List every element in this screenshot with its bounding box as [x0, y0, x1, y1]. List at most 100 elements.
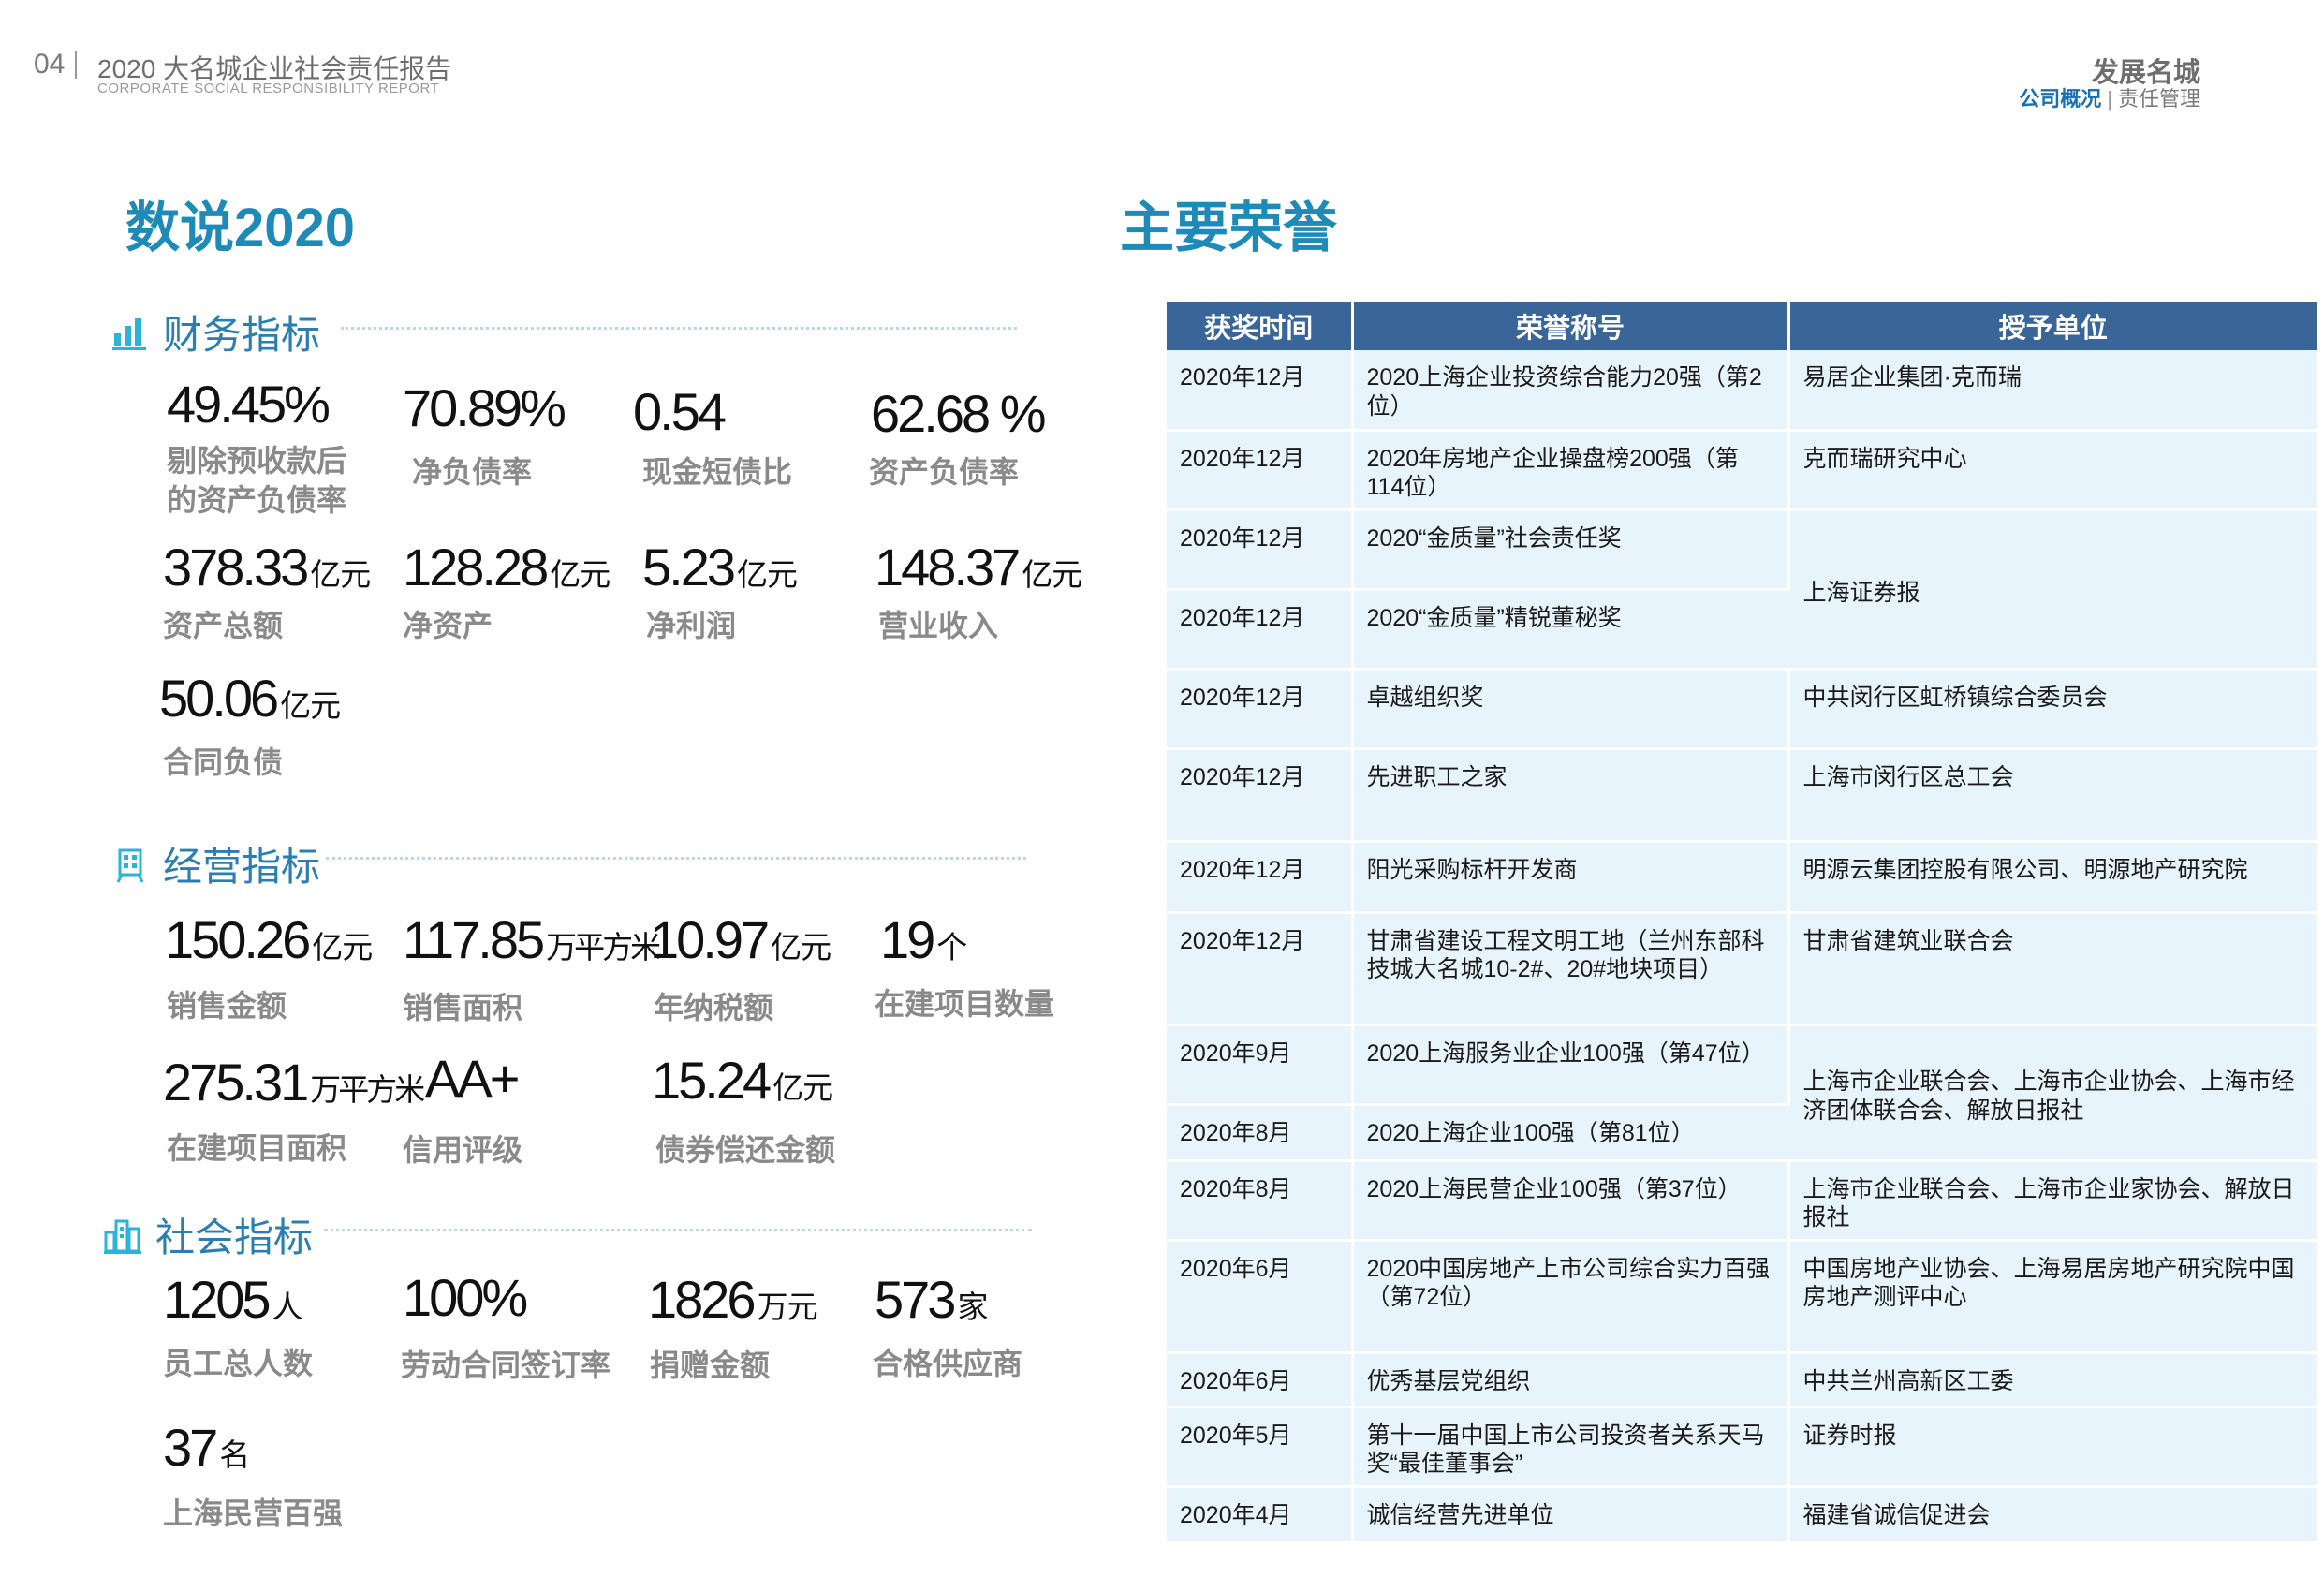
metric-label: 净资产: [403, 609, 493, 642]
finance-dotted-rule: [341, 327, 1017, 330]
cell-org: 上海市企业联合会、上海市企业家协会、解放日报社: [1788, 1160, 2317, 1242]
table-row: 2020年6月 优秀基层党组织 中共兰州高新区工委: [1167, 1352, 2317, 1408]
social-section-label: 社会指标: [155, 1216, 314, 1260]
cell-date: 2020年12月: [1167, 350, 1354, 432]
data-2020-title: 数说2020: [125, 198, 356, 258]
table-header-row: 获奖时间 荣誉称号 授予单位: [1167, 302, 2317, 350]
header-divider: [75, 51, 77, 79]
metric-value: 150.26 亿元: [165, 910, 373, 969]
nav-responsibility-management[interactable]: 责任管理: [2117, 87, 2200, 111]
cell-date: 2020年12月: [1167, 841, 1354, 914]
table-row: 2020年4月 诚信经营先进单位 福建省诚信促进会: [1167, 1486, 2317, 1544]
table-row: 2020年12月 卓越组织奖 中共闵行区虹桥镇综合委员会: [1167, 669, 2317, 750]
metric-label: 捐赠金额: [650, 1349, 771, 1382]
metric-value: 148.37 亿元: [875, 538, 1082, 597]
cell-honor: 优秀基层党组织: [1352, 1352, 1790, 1408]
metric-label: 在建项目数量: [875, 987, 1055, 1021]
city-icon: [104, 1219, 141, 1254]
cell-honor: 阳光采购标杆开发商: [1352, 841, 1790, 914]
metric-value: 117.85 万平方米: [403, 910, 661, 969]
social-dotted-rule: [324, 1229, 1032, 1231]
operation-section-label: 经营指标: [163, 845, 321, 889]
cell-date: 2020年6月: [1167, 1240, 1354, 1354]
building-icon: [116, 848, 144, 883]
table-row: 2020年8月 2020上海企业100强（第81位）: [1167, 1104, 2317, 1162]
metric-label: 销售面积: [403, 991, 523, 1024]
table-row: 2020年8月 2020上海民营企业100强（第37位） 上海市企业联合会、上海…: [1167, 1160, 2317, 1242]
metric-value: 37 名: [163, 1418, 250, 1477]
cell-org: 福建省诚信促进会: [1788, 1486, 2317, 1544]
metric-value: 378.33 亿元: [163, 538, 371, 597]
table-row: 2020年5月 第十一届中国上市公司投资者关系天马奖“最佳董事会” 证券时报: [1167, 1407, 2317, 1488]
chapter-nav: 公司概况 | 责任管理: [2019, 82, 2200, 112]
cell-honor: 2020“金质量”社会责任奖: [1352, 509, 1790, 591]
cell-honor: 2020“金质量”精锐董秘奖: [1352, 589, 1788, 671]
metric-value: 10.97 亿元: [650, 910, 831, 969]
report-subtitle: CORPORATE SOCIAL RESPONSIBILITY REPORT: [97, 81, 440, 96]
cell-date: 2020年12月: [1167, 589, 1354, 671]
metric-label: 资产负债率: [869, 455, 1020, 489]
cell-date: 2020年5月: [1167, 1407, 1354, 1488]
table-row: 2020年12月 2020“金质量”社会责任奖 上海证券报: [1167, 509, 2317, 671]
cell-org: 甘肃省建筑业联合会: [1788, 912, 2317, 1026]
cell-honor: 甘肃省建设工程文明工地（兰州东部科技城大名城10-2#、20#地块项目）: [1352, 912, 1790, 1026]
table-row: 2020年12月 甘肃省建设工程文明工地（兰州东部科技城大名城10-2#、20#…: [1167, 912, 2317, 1026]
metric-value: 15.24 亿元: [652, 1051, 833, 1110]
cell-honor: 卓越组织奖: [1352, 669, 1790, 750]
cell-date: 2020年6月: [1167, 1352, 1354, 1408]
column-header-date: 获奖时间: [1167, 302, 1354, 350]
metric-value: 275.31 万平方米: [163, 1053, 425, 1112]
social-section-heading: 社会指标: [103, 1206, 313, 1263]
metric-value: 128.28 亿元: [403, 538, 610, 597]
metric-value: 0.54: [633, 382, 727, 441]
metric-value: 573 家: [875, 1270, 988, 1329]
metric-label-line: 的资产负债率: [167, 482, 347, 517]
metric-label: 净利润: [646, 609, 737, 642]
honors-table: 获奖时间 荣誉称号 授予单位 2020年12月 2020上海企业投资综合能力20…: [1167, 302, 2317, 1544]
cell-honor: 2020上海企业100强（第81位）: [1352, 1104, 1788, 1162]
metric-value: 49.45%: [167, 375, 331, 434]
column-header-honor: 荣誉称号: [1352, 302, 1790, 350]
metric-label: 剔除预收款后 的资产负债率: [167, 442, 346, 520]
page-number: 04: [34, 49, 66, 80]
metric-label: 合同负债: [163, 745, 284, 779]
cell-honor: 先进职工之家: [1352, 748, 1790, 843]
nav-company-overview[interactable]: 公司概况: [2019, 87, 2102, 111]
metric-value: 19 个: [880, 910, 967, 969]
finance-section-label: 财务指标: [163, 313, 321, 357]
metric-label: 在建项目面积: [167, 1131, 347, 1165]
cell-honor: 诚信经营先进单位: [1352, 1486, 1790, 1544]
cell-date: 2020年12月: [1167, 509, 1354, 591]
metric-value: 1826 万元: [648, 1270, 818, 1329]
cell-org: 中共闵行区虹桥镇综合委员会: [1788, 669, 2317, 750]
cell-honor: 2020上海服务业企业100强（第47位）: [1352, 1024, 1790, 1106]
metric-label: 销售金额: [167, 989, 287, 1023]
cell-honor: 2020上海民营企业100强（第37位）: [1352, 1160, 1790, 1242]
table-row: 2020年6月 2020中国房地产上市公司综合实力百强（第72位） 中国房地产业…: [1167, 1240, 2317, 1354]
cell-org: 上海证券报: [1788, 509, 2317, 671]
table-row: 2020年12月 2020年房地产企业操盘榜200强（第114位） 克而瑞研究中…: [1167, 430, 2317, 511]
metric-value: 70.89%: [403, 378, 566, 437]
table-row: 2020年12月 阳光采购标杆开发商 明源云集团控股有限公司、明源地产研究院: [1167, 841, 2317, 914]
cell-date: 2020年12月: [1167, 748, 1354, 843]
metric-label: 营业收入: [878, 609, 999, 642]
cell-honor: 2020上海企业投资综合能力20强（第2位）: [1352, 350, 1790, 432]
cell-date: 2020年4月: [1167, 1486, 1354, 1544]
metric-label: 资产总额: [163, 609, 284, 642]
cell-org: 上海市闵行区总工会: [1788, 748, 2317, 843]
chapter-title: 发展名城: [2091, 58, 2200, 88]
table-row: 2020年12月 先进职工之家 上海市闵行区总工会: [1167, 748, 2317, 843]
cell-org: 上海市企业联合会、上海市企业协会、上海市经济团体联合会、解放日报社: [1788, 1024, 2317, 1162]
bar-chart-icon: [112, 317, 146, 350]
finance-section-heading: 财务指标: [110, 303, 320, 361]
cell-org: 易居企业集团·克而瑞: [1788, 350, 2317, 432]
cell-honor: 2020中国房地产上市公司综合实力百强（第72位）: [1352, 1240, 1790, 1354]
metric-label: 债券偿还金额: [655, 1133, 836, 1167]
cell-org: 中共兰州高新区工委: [1788, 1352, 2317, 1408]
metric-label: 净负债率: [412, 455, 533, 489]
cell-date: 2020年9月: [1167, 1024, 1354, 1106]
metric-label: 现金短债比: [642, 455, 793, 489]
cell-org: 明源云集团控股有限公司、明源地产研究院: [1788, 841, 2317, 914]
cell-org: 证券时报: [1788, 1407, 2317, 1488]
nav-separator: |: [2107, 87, 2112, 111]
